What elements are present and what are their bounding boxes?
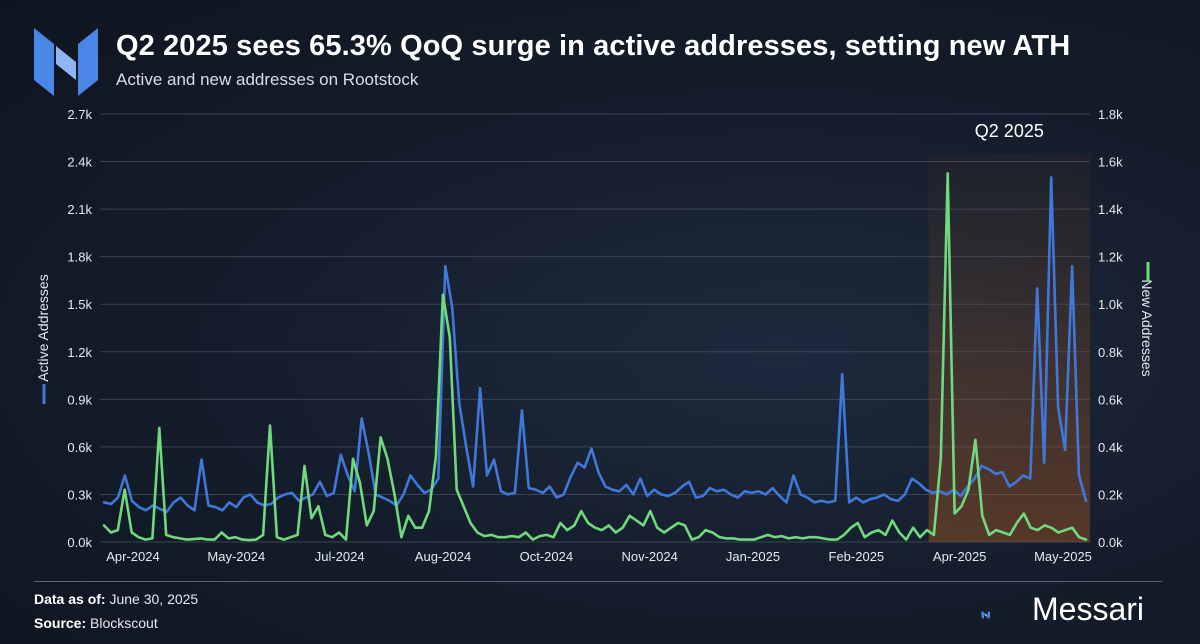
y-left-tick-label: 2.7k xyxy=(67,107,92,122)
x-tick-label: Oct-2024 xyxy=(520,549,573,564)
data-as-of: Data as of: June 30, 2025 xyxy=(34,591,198,607)
messari-brand-icon xyxy=(981,610,991,620)
x-tick-label: Feb-2025 xyxy=(829,549,885,564)
messari-logo-icon xyxy=(34,28,98,96)
y-right-tick-label: 0.8k xyxy=(1098,345,1123,360)
q2-annotation-label: Q2 2025 xyxy=(975,121,1044,141)
chart-area: 0.0k 0.0k 0.3k 0.2k 0.6k 0.4k 0.9k 0.6k 1.2k 0.8k… xyxy=(35,107,1155,564)
y-left-axis-title: Active Addresses xyxy=(35,274,51,381)
x-tick-label: May-2025 xyxy=(1034,549,1092,564)
y-right-tick-label: 0.2k xyxy=(1098,487,1123,502)
brand-name: Messari xyxy=(1032,591,1145,627)
data-as-of-label: Data as of: xyxy=(34,591,106,607)
y-right-tick-label: 0.4k xyxy=(1098,440,1123,455)
q2-highlight-band xyxy=(928,154,1090,542)
y-right-tick-label: 0.0k xyxy=(1098,535,1123,550)
x-tick-label: Jan-2025 xyxy=(726,549,780,564)
y-left-tick-label: 0.0k xyxy=(67,535,92,550)
y-left-tick-label: 2.4k xyxy=(67,155,92,170)
y-left-tick-label: 2.1k xyxy=(67,202,92,217)
chart-subtitle: Active and new addresses on Rootstock xyxy=(116,70,419,89)
source-value: Blockscout xyxy=(90,615,158,631)
y-right-tick-label: 1.4k xyxy=(1098,202,1123,217)
x-tick-label: Aug-2024 xyxy=(415,549,471,564)
footer-divider xyxy=(34,581,1162,582)
source: Source: Blockscout xyxy=(34,615,158,631)
x-tick-label: May-2024 xyxy=(207,549,265,564)
y-left-tick-label: 1.8k xyxy=(67,250,92,265)
source-label: Source: xyxy=(34,615,87,631)
y-left-tick-label: 0.3k xyxy=(67,487,92,502)
y-left-tick-label: 0.6k xyxy=(67,440,92,455)
y-left-tick-label: 0.9k xyxy=(67,392,92,407)
y-left-tick-label: 1.5k xyxy=(67,297,92,312)
y-right-tick-label: 1.0k xyxy=(1098,297,1123,312)
data-as-of-value: June 30, 2025 xyxy=(109,591,199,607)
active-addresses-line xyxy=(102,176,1088,514)
y-right-tick-label: 1.2k xyxy=(1098,250,1123,265)
x-tick-label: Apr-2024 xyxy=(106,549,159,564)
new-addresses-line xyxy=(102,172,1088,542)
y-left-tick-label: 1.2k xyxy=(67,345,92,360)
y-right-tick-label: 1.6k xyxy=(1098,155,1123,170)
chart-title: Q2 2025 sees 65.3% QoQ surge in active a… xyxy=(116,30,1071,62)
y-right-axis-title: New Addresses xyxy=(1139,279,1155,376)
y-right-tick-label: 0.6k xyxy=(1098,392,1123,407)
x-tick-label: Jul-2024 xyxy=(315,549,365,564)
x-tick-label: Nov-2024 xyxy=(621,549,677,564)
y-right-tick-label: 1.8k xyxy=(1098,107,1123,122)
x-tick-label: Apr-2025 xyxy=(933,549,986,564)
